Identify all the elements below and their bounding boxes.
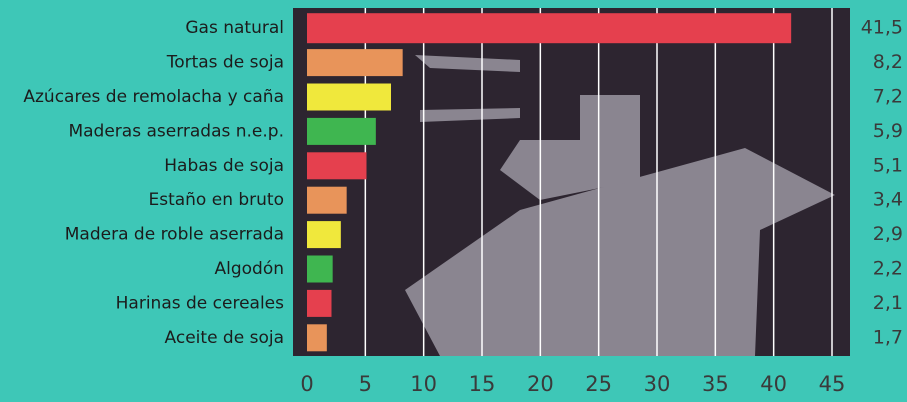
bar [307,255,333,283]
value-label: 2,1 [873,292,903,314]
x-tick-label: 20 [527,372,554,396]
bar [307,13,792,44]
category-label: Habas de soja [164,156,284,176]
category-label: Harinas de cereales [116,293,284,313]
category-label: Estaño en bruto [148,190,284,210]
category-label: Aceite de soja [165,328,284,348]
bar [307,49,403,77]
category-label: Tortas de soja [166,53,284,73]
category-label: Maderas aserradas n.e.p. [68,121,284,141]
x-tick-label: 30 [644,372,671,396]
value-label: 3,4 [873,189,903,211]
x-tick-label: 0 [300,372,313,396]
x-tick-label: 35 [702,372,729,396]
value-label: 2,9 [873,223,903,245]
bar [307,324,327,352]
value-label: 2,2 [873,258,903,280]
value-label: 1,7 [873,326,903,348]
value-label: 7,2 [873,86,903,108]
value-label: 5,9 [873,120,903,142]
value-label: 5,1 [873,154,903,176]
category-label: Madera de roble aserrada [65,225,284,245]
x-tick-label: 25 [585,372,612,396]
bar [307,83,391,111]
value-label: 8,2 [873,51,903,73]
category-label: Gas natural [185,18,284,38]
value-label: 41,5 [861,17,903,39]
bar [307,186,347,214]
bar [307,289,332,317]
category-label: Azúcares de remolacha y caña [23,87,284,107]
x-tick-label: 40 [760,372,787,396]
bar [307,221,341,249]
x-tick-label: 15 [469,372,496,396]
x-tick-label: 5 [359,372,372,396]
x-tick-label: 10 [410,372,437,396]
ship-illustration [405,55,835,356]
x-tick-label: 45 [819,372,846,396]
bar [307,117,376,145]
category-label: Algodón [214,259,284,279]
bar [307,152,367,180]
